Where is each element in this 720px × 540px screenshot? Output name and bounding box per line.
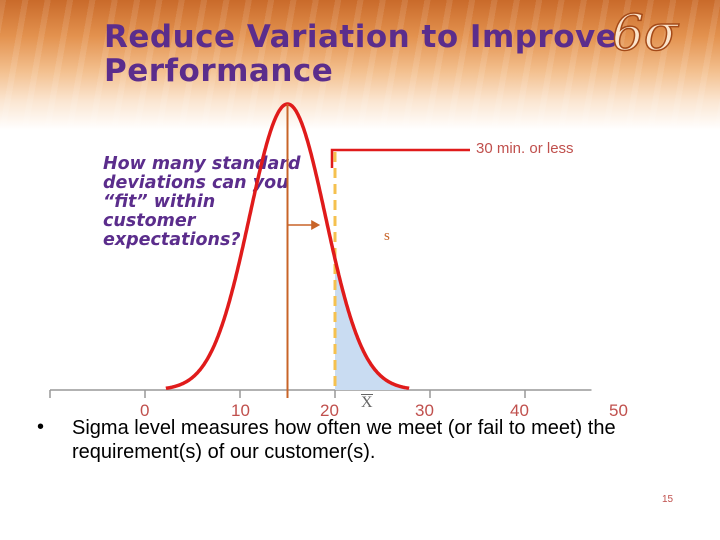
title-banner [0, 0, 720, 130]
spec-limit-label: 30 min. or less [476, 140, 574, 157]
bullet-text: Sigma level measures how often we meet (… [72, 417, 616, 463]
slide-title: Reduce Variation to Improve Performance [104, 19, 618, 89]
tail-area [335, 259, 410, 390]
tick-label-40: 40 [510, 401, 529, 420]
tick-label-0: 0 [140, 401, 150, 420]
sigma-arrow-head [311, 220, 321, 230]
tick-label-30: 30 [415, 401, 434, 420]
question-text: How many standard deviations can you “fi… [103, 154, 301, 250]
tick-label-20: 20 [320, 401, 339, 420]
x-axis-ticks [49, 390, 526, 398]
slide-number: 15 [662, 494, 674, 505]
bullet-marker: • [37, 416, 45, 438]
tick-label-10: 10 [231, 401, 250, 420]
six-sigma-logo: 6σ [611, 3, 678, 63]
mean-label: X [361, 394, 373, 411]
spec-limit-arrow [330, 148, 470, 168]
sigma-label: s [384, 228, 390, 244]
tick-label-50: 50 [609, 401, 628, 420]
